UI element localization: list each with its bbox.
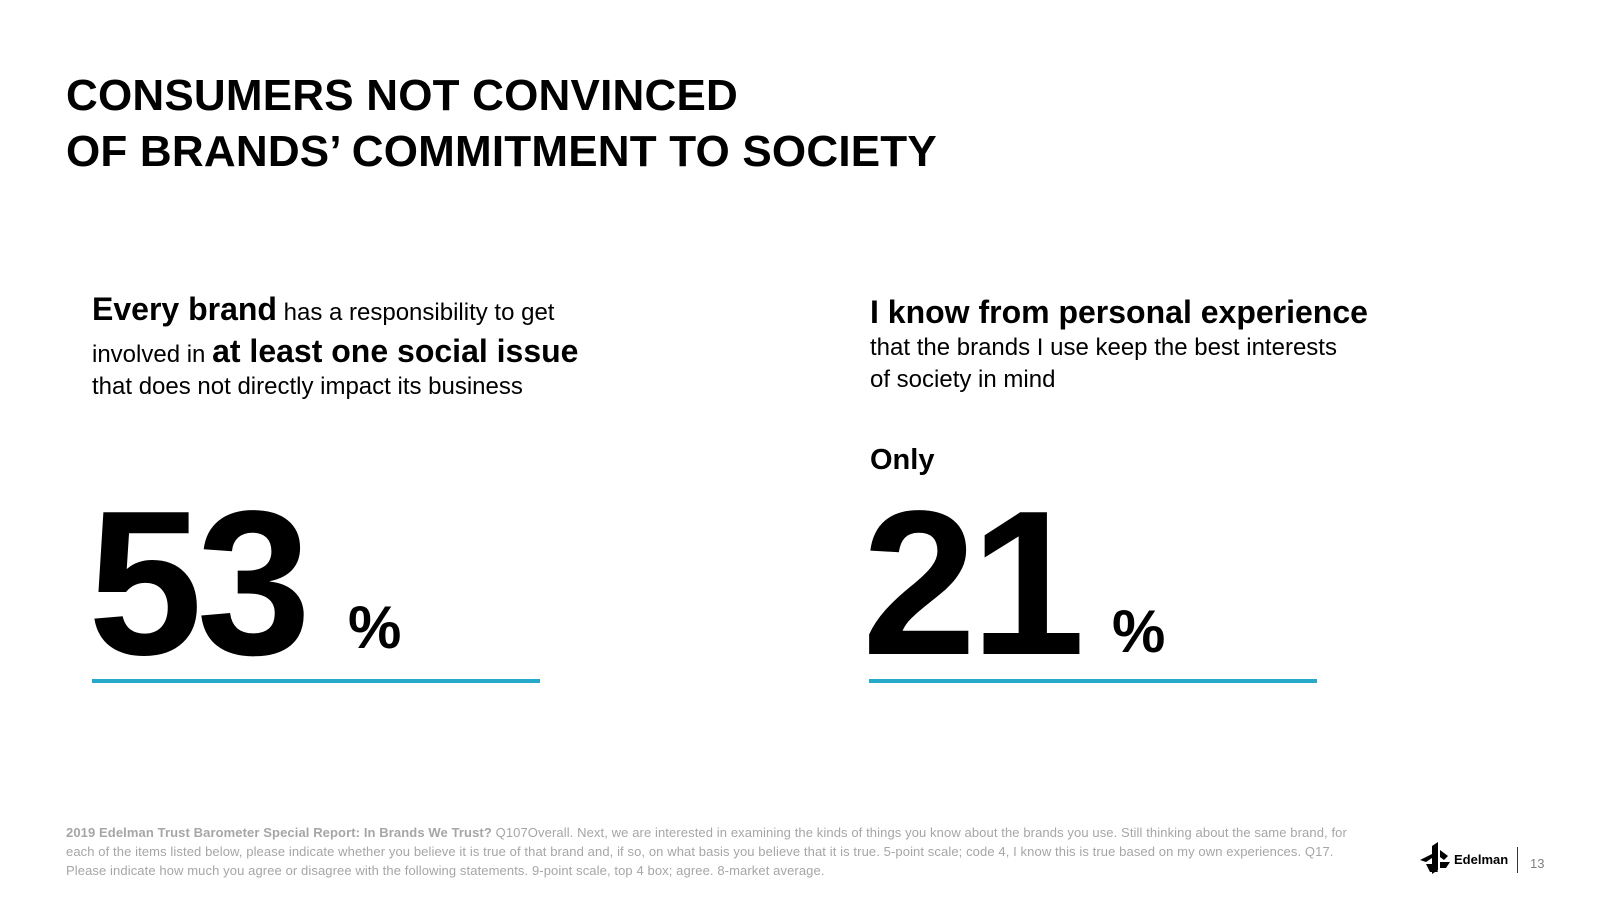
left-stat-unit: % [348, 594, 402, 661]
left-stat-description: Every brand has a responsibility to get i… [92, 290, 652, 402]
right-stat-unit: % [1112, 598, 1166, 665]
footnote-source: 2019 Edelman Trust Barometer Special Rep… [66, 825, 492, 840]
slide-title: CONSUMERS NOT CONVINCED OF BRANDS’ COMMI… [66, 68, 937, 180]
right-stat-value: 21 [862, 468, 1085, 698]
right-stat-text-2: of society in mind [870, 366, 1056, 393]
left-stat-underline [92, 679, 540, 683]
edelman-logo-icon [1420, 842, 1450, 874]
right-stat-prefix: Only [870, 444, 935, 476]
footnote: 2019 Edelman Trust Barometer Special Rep… [66, 823, 1366, 880]
right-stat-text-1: that the brands I use keep the best inte… [870, 334, 1337, 361]
right-stat-heading: I know from personal experience [870, 294, 1368, 330]
right-stat-underline [869, 679, 1317, 683]
left-stat-text-3: that does not directly impact its busine… [92, 373, 523, 400]
footnote-text: Q107Overall. Next, we are interested in … [66, 825, 1347, 878]
slide-title-line-2: OF BRANDS’ COMMITMENT TO SOCIETY [66, 127, 937, 176]
right-stat-description: I know from personal experience that the… [870, 292, 1430, 396]
left-stat-value: 53 [88, 468, 311, 698]
left-stat-text-2: involved in [92, 341, 213, 368]
left-stat-emphasis-2: at least one social issue [212, 333, 579, 369]
slide-title-line-1: CONSUMERS NOT CONVINCED [66, 71, 738, 120]
logo-text: Edelman [1454, 852, 1509, 867]
left-stat-emphasis-1: Every brand [92, 291, 277, 327]
left-stat-text-1: has a responsibility to get [276, 299, 555, 326]
footer-divider [1517, 847, 1518, 873]
page-number: 13 [1530, 856, 1545, 871]
